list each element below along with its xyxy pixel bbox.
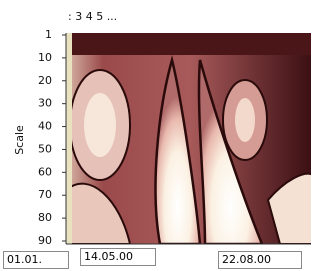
scalogram: : 3 4 5 ... Scale 1 10 20 30 40 50 60 70 80 90 (0, 0, 311, 271)
start-date-field[interactable]: 01.01. (3, 251, 69, 269)
y-tick-label: 10 (38, 51, 52, 64)
y-ticks: 1 10 20 30 40 50 60 70 80 90 (38, 28, 66, 247)
y-tick-label: 80 (38, 211, 52, 224)
y-tick-label: 1 (45, 28, 52, 41)
y-tick-label: 40 (38, 120, 52, 133)
y-axis-title: Scale (13, 125, 26, 155)
y-tick-label: 30 (38, 97, 52, 110)
mid-date-field[interactable]: 14.05.00 (80, 248, 156, 266)
y-tick-label: 50 (38, 142, 52, 155)
heatmap (66, 33, 311, 244)
scalogram-window: : 3 4 5 ... Scale 1 10 20 30 40 50 60 70 80 90 01… (0, 0, 311, 271)
series-indices: : 3 4 5 ... (68, 10, 117, 23)
end-date-field[interactable]: 22.08.00 (218, 251, 302, 269)
y-tick-label: 60 (38, 165, 52, 178)
y-tick-label: 20 (38, 74, 52, 87)
y-tick-label: 70 (38, 188, 52, 201)
y-tick-label: 90 (38, 234, 52, 247)
